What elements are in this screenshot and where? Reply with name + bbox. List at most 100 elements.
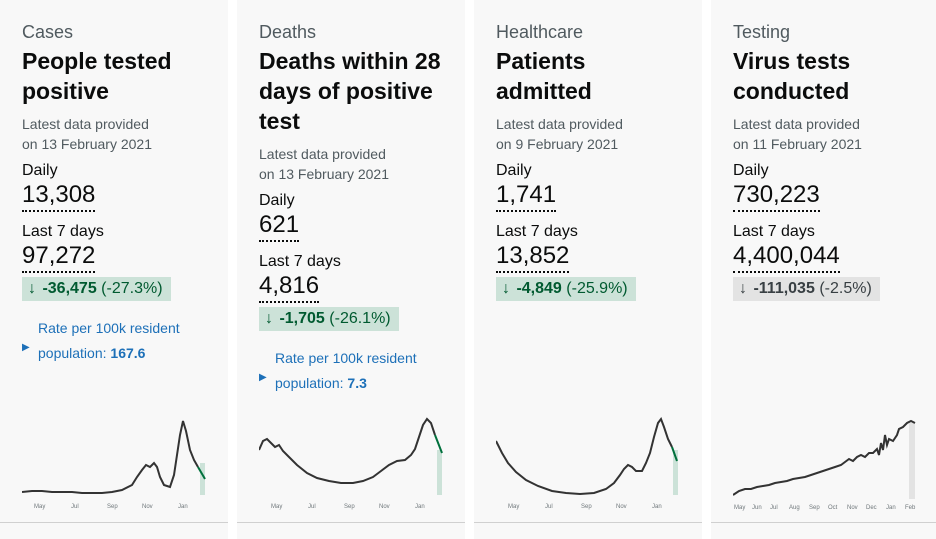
card-testing: Testing Virus tests conducted Latest dat… (711, 0, 936, 539)
card-divider (237, 522, 465, 523)
tick-label: Sep (344, 504, 355, 510)
tick-label: Sep (809, 505, 820, 511)
triangle-right-icon: ▶ (22, 342, 30, 353)
recent-data-band (200, 463, 205, 495)
change-percent: (-27.3%) (101, 280, 163, 297)
daily-value[interactable]: 621 (259, 211, 300, 242)
last7-value[interactable]: 97,272 (22, 242, 96, 273)
series-line (733, 419, 916, 496)
recent-data-band (673, 450, 678, 495)
tick-label: Jan (178, 504, 188, 510)
arrow-down-icon: ↓ (265, 310, 273, 327)
card-cases: Cases People tested positive Latest data… (0, 0, 228, 539)
change-percent: (-25.9%) (566, 280, 628, 297)
daily-label: Daily (733, 162, 769, 179)
recent-series-line (434, 434, 443, 454)
card-title[interactable]: Patients admitted (496, 48, 592, 104)
card-title[interactable]: Virus tests conducted (733, 48, 851, 104)
tick-label: Sep (581, 504, 592, 510)
tick-label: Aug (789, 505, 800, 511)
card-category: Testing (733, 22, 791, 42)
tick-label: Jul (71, 504, 79, 510)
card-title[interactable]: People tested positive (22, 48, 172, 104)
daily-label: Daily (496, 162, 532, 179)
daily-label: Daily (259, 192, 295, 209)
rate-label: Rate per 100k resident (38, 320, 180, 336)
tick-label: Jul (308, 504, 316, 510)
tick-label: Oct (828, 505, 838, 511)
latest-data-note: Latest data provided on 13 February 2021 (22, 116, 152, 152)
recent-series-line (197, 466, 206, 480)
tick-label: Nov (616, 504, 627, 510)
arrow-down-icon: ↓ (502, 280, 510, 297)
change-badge: ↓ -4,849 (-25.9%) (496, 277, 636, 301)
card-divider (0, 522, 228, 523)
card-category: Deaths (259, 22, 317, 42)
arrow-down-icon: ↓ (739, 280, 747, 297)
series-line (259, 417, 436, 484)
change-badge: ↓ -1,705 (-26.1%) (259, 307, 399, 331)
rate-value: 167.6 (110, 345, 146, 361)
recent-series-line (671, 446, 678, 462)
change-value: -36,475 (42, 280, 97, 297)
change-badge: ↓ -36,475 (-27.3%) (22, 277, 171, 301)
daily-value[interactable]: 13,308 (22, 181, 96, 212)
rate-toggle[interactable]: ▶ Rate per 100k resident population: 7.3 (259, 346, 464, 398)
last7-value[interactable]: 4,400,044 (733, 242, 840, 273)
deaths-sparkline-chart[interactable]: May Jul Sep Nov Jan (259, 405, 454, 515)
tick-label: Jan (886, 505, 896, 511)
card-title[interactable]: Deaths within 28 days of positive test (259, 48, 441, 134)
tick-label: Dec (866, 505, 877, 511)
daily-value[interactable]: 730,223 (733, 181, 820, 212)
healthcare-sparkline-chart[interactable]: May Jul Sep Nov Jan (496, 405, 691, 515)
arrow-down-icon: ↓ (28, 280, 36, 297)
latest-data-note: Latest data provided on 11 February 2021 (733, 116, 862, 152)
tick-label: Feb (905, 505, 916, 511)
last7-value[interactable]: 4,816 (259, 272, 320, 303)
change-value: -1,705 (279, 310, 325, 327)
tick-label: May (271, 504, 282, 510)
tick-label: Sep (107, 504, 118, 510)
daily-value[interactable]: 1,741 (496, 181, 557, 212)
card-divider (474, 522, 702, 523)
rate-value: 7.3 (347, 375, 367, 391)
card-category: Cases (22, 22, 74, 42)
tick-label: Nov (379, 504, 390, 510)
last7-value[interactable]: 13,852 (496, 242, 570, 273)
card-divider (711, 522, 936, 523)
tick-label: May (734, 505, 745, 511)
cases-sparkline-chart[interactable]: May Jul Sep Nov Jan (22, 405, 217, 515)
card-deaths: Deaths Deaths within 28 days of positive… (237, 0, 465, 539)
change-percent: (-26.1%) (329, 310, 391, 327)
triangle-right-icon: ▶ (259, 372, 267, 383)
rate-label: Rate per 100k resident (275, 350, 417, 366)
change-badge: ↓ -111,035 (-2.5%) (733, 277, 880, 301)
recent-data-band (909, 423, 915, 499)
latest-data-note: Latest data provided on 9 February 2021 (496, 116, 623, 152)
tick-label: Jul (545, 504, 553, 510)
last7-label: Last 7 days (259, 253, 341, 270)
change-percent: (-2.5%) (819, 280, 872, 297)
tick-label: Jun (752, 505, 762, 511)
change-value: -111,035 (753, 280, 815, 297)
last7-label: Last 7 days (22, 223, 104, 240)
last7-label: Last 7 days (733, 223, 815, 240)
last7-label: Last 7 days (496, 223, 578, 240)
latest-data-note: Latest data provided on 13 February 2021 (259, 146, 389, 182)
tick-label: Nov (847, 505, 858, 511)
change-value: -4,849 (516, 280, 562, 297)
rate-toggle[interactable]: ▶ Rate per 100k resident population: 167… (22, 316, 227, 368)
daily-label: Daily (22, 162, 58, 179)
tick-label: May (508, 504, 519, 510)
testing-sparkline-chart[interactable]: May Jun Jul Aug Sep Oct Nov Dec Jan Feb (733, 405, 926, 515)
card-category: Healthcare (496, 22, 584, 42)
series-line (496, 416, 673, 496)
tick-label: Nov (142, 504, 153, 510)
tick-label: May (34, 504, 45, 510)
card-healthcare: Healthcare Patients admitted Latest data… (474, 0, 702, 539)
tick-label: Jul (770, 505, 778, 511)
series-line (22, 420, 199, 494)
tick-label: Jan (652, 504, 662, 510)
recent-data-band (437, 450, 442, 495)
tick-label: Jan (415, 504, 425, 510)
